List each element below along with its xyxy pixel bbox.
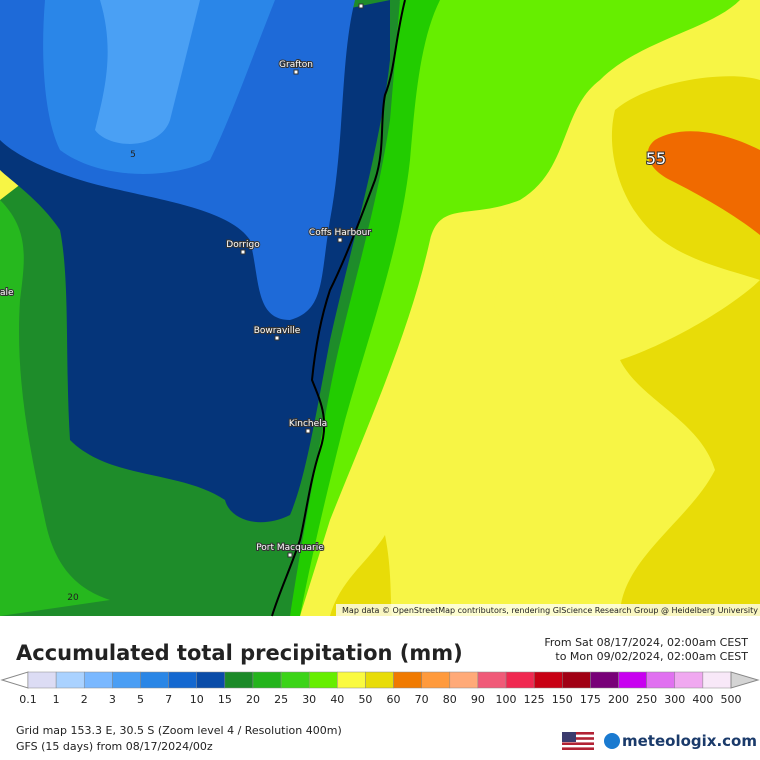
scale-label: 400 <box>692 693 713 706</box>
scale-cell <box>421 671 451 689</box>
scale-label: 175 <box>580 693 601 706</box>
scale-label: 250 <box>636 693 657 706</box>
scale-label: 150 <box>552 693 573 706</box>
scale-cell <box>618 671 647 689</box>
scale-label: 2 <box>81 693 88 706</box>
scale-cell <box>477 671 507 689</box>
scale-cell <box>168 671 197 689</box>
scale-label: 15 <box>218 693 232 706</box>
place-label: Kinchela <box>289 419 327 429</box>
scale-cell <box>196 671 226 689</box>
scale-arrow-high <box>730 671 760 689</box>
scale-label: 125 <box>524 693 545 706</box>
scale-label: 25 <box>274 693 288 706</box>
color-scale: 0.1 1 2 3 5 7 10 15 20 25 30 40 50 60 70 80 90 100 125 150 1… <box>0 671 760 706</box>
scale-cell <box>533 671 563 689</box>
period-start: From Sat 08/17/2024, 02:00am CEST <box>544 636 748 649</box>
scale-cell <box>280 671 310 689</box>
scale-label: 200 <box>608 693 629 706</box>
brand[interactable]: meteologix.com <box>622 732 757 750</box>
scale-cell <box>393 671 422 689</box>
scale-label: 7 <box>165 693 172 706</box>
scale-label: 5 <box>137 693 144 706</box>
scale-cell <box>505 671 535 689</box>
scale-cell <box>140 671 169 689</box>
scale-cell <box>224 671 254 689</box>
attribution: Map data © OpenStreetMap contributors, r… <box>342 606 758 615</box>
contour-label: 20 <box>67 593 79 603</box>
scale-cell <box>112 671 141 689</box>
scale-label: 3 <box>109 693 116 706</box>
scale-label: 50 <box>358 693 372 706</box>
scale-label: 70 <box>415 693 429 706</box>
legend-title: Accumulated total precipitation (mm) <box>16 641 463 665</box>
place-label: ale <box>0 288 14 298</box>
flag <box>562 732 594 750</box>
place-markers <box>240 3 364 558</box>
scale-cell <box>55 671 85 689</box>
scale-label: 60 <box>387 693 401 706</box>
scale-cell <box>308 671 338 689</box>
scale-label: 1 <box>53 693 60 706</box>
place-label: Bowraville <box>254 326 301 336</box>
scale-cell <box>674 671 704 689</box>
scale-cell <box>83 671 113 689</box>
scale-cell <box>646 671 676 689</box>
contour-label: 5 <box>130 150 136 160</box>
model-info: GFS (15 days) from 08/17/2024/00z <box>16 740 213 753</box>
scale-label: 30 <box>302 693 316 706</box>
scale-cell <box>252 671 282 689</box>
scale-label: 100 <box>496 693 517 706</box>
scale-cell <box>702 671 732 689</box>
logo-icon <box>604 733 620 749</box>
contour-label: 55 <box>646 149 666 168</box>
scale-label: 10 <box>190 693 204 706</box>
scale-cell <box>27 671 57 689</box>
scale-label: 80 <box>443 693 457 706</box>
place-label: Grafton <box>279 60 313 70</box>
grid-info: Grid map 153.3 E, 30.5 S (Zoom level 4 /… <box>16 724 342 737</box>
scale-cell <box>562 671 591 689</box>
scale-label: 90 <box>471 693 485 706</box>
place-label: Port Macquarie <box>256 543 324 553</box>
scale-label: 40 <box>330 693 344 706</box>
scale-label: 0.1 <box>19 693 37 706</box>
scale-cell <box>337 671 366 689</box>
place-label: Dorrigo <box>226 240 260 250</box>
scale-label: 300 <box>664 693 685 706</box>
scale-cell <box>590 671 619 689</box>
scale-arrow-low <box>0 671 29 689</box>
period-end: to Mon 09/02/2024, 02:00am CEST <box>555 650 748 663</box>
scale-cell <box>365 671 394 689</box>
scale-label: 500 <box>721 693 742 706</box>
scale-label: 20 <box>246 693 260 706</box>
scale-cell <box>449 671 479 689</box>
map: Grafton Coffs Harbour Dorrigo ale Bowrav… <box>0 0 760 617</box>
place-label: Coffs Harbour <box>309 228 371 238</box>
